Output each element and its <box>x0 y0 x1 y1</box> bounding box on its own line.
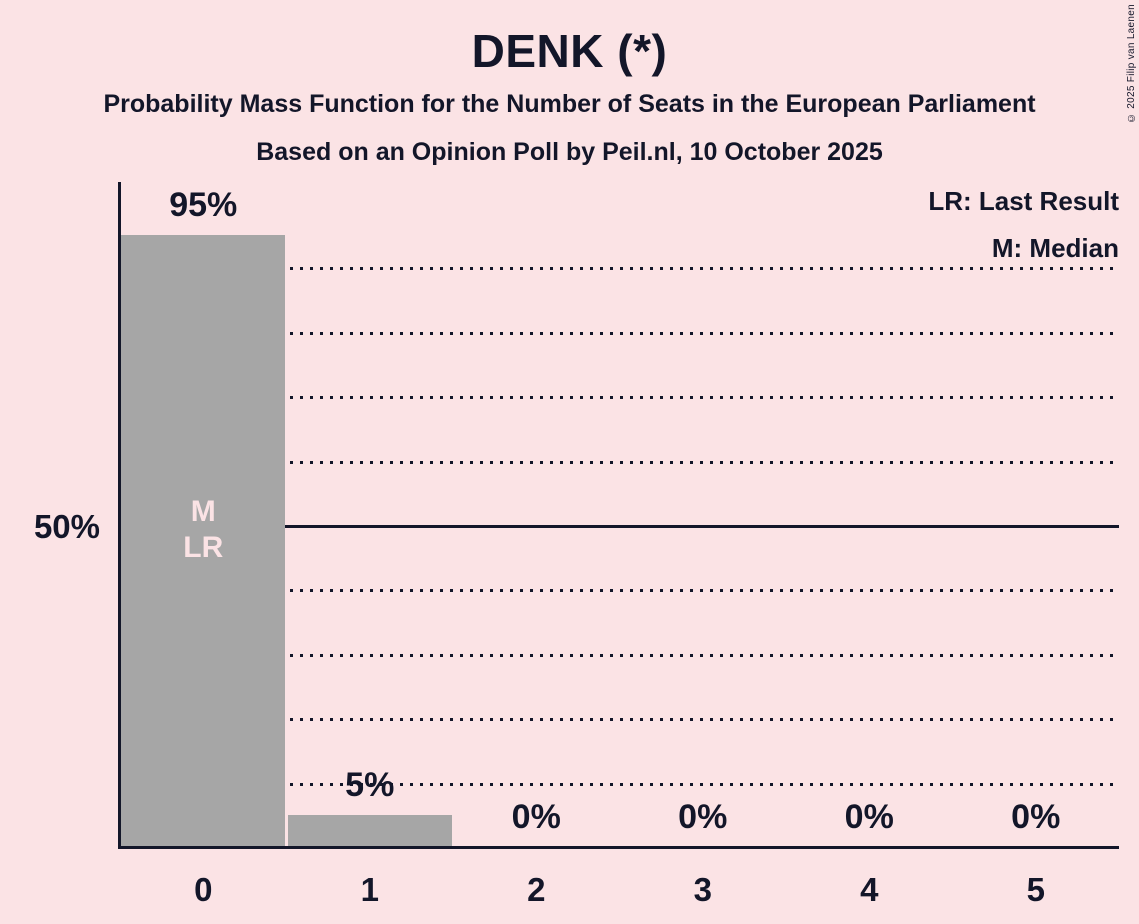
gridline-70-percent <box>120 396 1119 399</box>
x-axis-line <box>118 846 1119 849</box>
bar-seats-1 <box>287 814 452 847</box>
gridline-60-percent <box>120 461 1119 464</box>
gridline-50-percent-solid <box>120 525 1119 528</box>
page-title: DENK (*) <box>471 25 668 77</box>
gridline-40-percent <box>120 589 1119 592</box>
value-label-seats-3: 0% <box>678 798 728 836</box>
y-axis-label-50: 50% <box>33 508 100 545</box>
median-marker: M <box>190 495 216 529</box>
value-label-seats-4: 0% <box>844 798 894 836</box>
legend-median: M: Median <box>991 233 1119 263</box>
plot-area: 95% M LR 5% 0% 0% 0% 0% <box>118 182 1119 849</box>
copyright-note: © 2025 Filip van Laenen <box>1126 4 1137 124</box>
bar-seats-0 <box>121 235 286 847</box>
x-tick-2: 2 <box>527 871 546 908</box>
gridline-80-percent <box>120 332 1119 335</box>
x-tick-0: 0 <box>194 871 213 908</box>
value-label-seats-5: 0% <box>1011 798 1061 836</box>
y-axis-line <box>118 182 121 849</box>
x-tick-3: 3 <box>693 871 712 908</box>
gridline-20-percent <box>120 718 1119 721</box>
value-label-seats-2: 0% <box>511 798 561 836</box>
x-tick-4: 4 <box>860 871 879 908</box>
bar-markers-seats-0: M LR <box>133 494 273 566</box>
value-label-seats-0: 95% <box>169 186 238 225</box>
gridline-90-percent <box>120 267 1119 270</box>
chart-subtitle: Probability Mass Function for the Number… <box>103 90 1036 118</box>
x-axis-ticks: 0 1 2 3 4 5 <box>120 872 1119 912</box>
legend-last-result: LR: Last Result <box>928 186 1119 216</box>
poll-info: Based on an Opinion Poll by Peil.nl, 10 … <box>256 138 883 166</box>
gridline-30-percent <box>120 654 1119 657</box>
value-label-seats-1: 5% <box>345 765 395 804</box>
x-tick-1: 1 <box>360 871 379 908</box>
gridline-10-percent <box>120 783 1119 786</box>
x-tick-5: 5 <box>1026 871 1045 908</box>
last-result-marker: LR <box>183 531 224 565</box>
